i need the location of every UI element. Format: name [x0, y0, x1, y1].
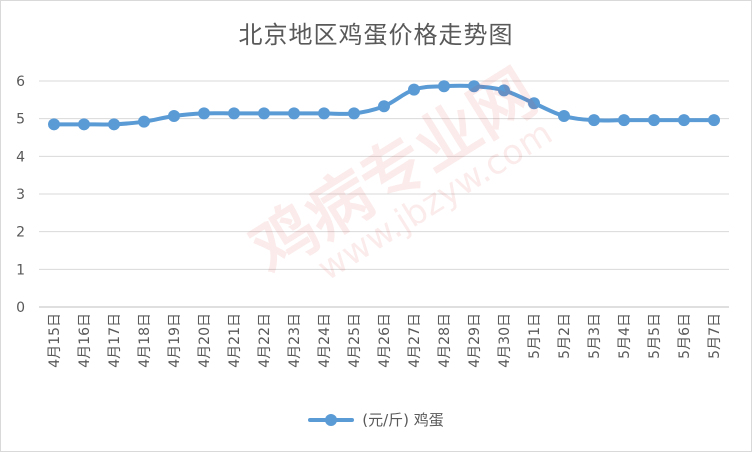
x-tick-label: 5月6日 [677, 313, 693, 359]
y-tick-labels: 0 1 2 3 4 5 6 [16, 74, 25, 316]
data-point [288, 107, 300, 120]
y-tick-label: 4 [16, 149, 25, 165]
x-tick-label: 4月17日 [107, 313, 123, 368]
legend-marker [308, 413, 355, 426]
x-tick-label: 5月3日 [587, 313, 603, 359]
x-tick-label: 4月21日 [227, 313, 243, 368]
data-point [198, 107, 210, 120]
y-tick-label: 0 [16, 300, 25, 316]
data-point [78, 118, 90, 131]
data-point [408, 83, 420, 96]
x-tick-label: 4月30日 [497, 313, 513, 368]
data-point [558, 110, 570, 123]
x-tick-label: 4月29日 [467, 313, 483, 368]
data-point [378, 100, 390, 113]
x-tick-label: 4月26日 [377, 313, 393, 368]
x-tick-label: 4月15日 [47, 313, 63, 368]
x-tick-label: 4月22日 [257, 313, 273, 368]
x-tick-label: 5月4日 [617, 313, 633, 359]
x-tick-label: 5月1日 [527, 313, 543, 359]
legend: (元/斤) 鸡蛋 [1, 409, 751, 430]
x-tick-label: 4月19日 [167, 313, 183, 368]
x-tick-label: 4月18日 [137, 313, 153, 368]
y-tick-label: 1 [16, 262, 25, 278]
x-tick-label: 4月27日 [407, 313, 423, 368]
y-tick-label: 3 [16, 187, 25, 203]
x-tick-label: 5月5日 [647, 313, 663, 359]
y-tick-label: 6 [16, 74, 25, 90]
data-point [348, 107, 360, 120]
data-point [228, 107, 240, 120]
data-point [438, 80, 450, 93]
data-point [498, 84, 510, 97]
legend-label: (元/斤) 鸡蛋 [362, 411, 444, 429]
data-point [168, 110, 180, 123]
x-tick-label: 5月2日 [557, 313, 573, 359]
data-point [108, 118, 120, 131]
chart-title: 北京地区鸡蛋价格走势图 [238, 21, 514, 49]
x-tick-label: 4月16日 [77, 313, 93, 368]
data-point [468, 80, 480, 93]
data-point [258, 107, 270, 120]
series-points [48, 80, 720, 131]
x-tick-label: 4月28日 [437, 313, 453, 368]
x-tick-label: 4月23日 [287, 313, 303, 368]
x-tick-label: 5月7日 [707, 313, 723, 359]
data-point [678, 114, 690, 127]
x-tick-label: 4月25日 [347, 313, 363, 368]
data-point [708, 114, 720, 127]
x-tick-labels: 4月15日 4月16日 4月17日 4月18日 4月19日 4月20日 4月21日 4月22日… [47, 313, 723, 368]
x-tick-label: 4月20日 [197, 313, 213, 368]
data-point [48, 118, 60, 131]
data-point [618, 114, 630, 127]
data-point [318, 107, 330, 120]
data-point [588, 114, 600, 127]
data-point [528, 97, 540, 110]
data-point [648, 114, 660, 127]
data-point [138, 115, 150, 128]
x-tick-label: 4月24日 [317, 313, 333, 368]
y-tick-label: 5 [16, 112, 25, 128]
y-tick-label: 2 [16, 225, 25, 241]
